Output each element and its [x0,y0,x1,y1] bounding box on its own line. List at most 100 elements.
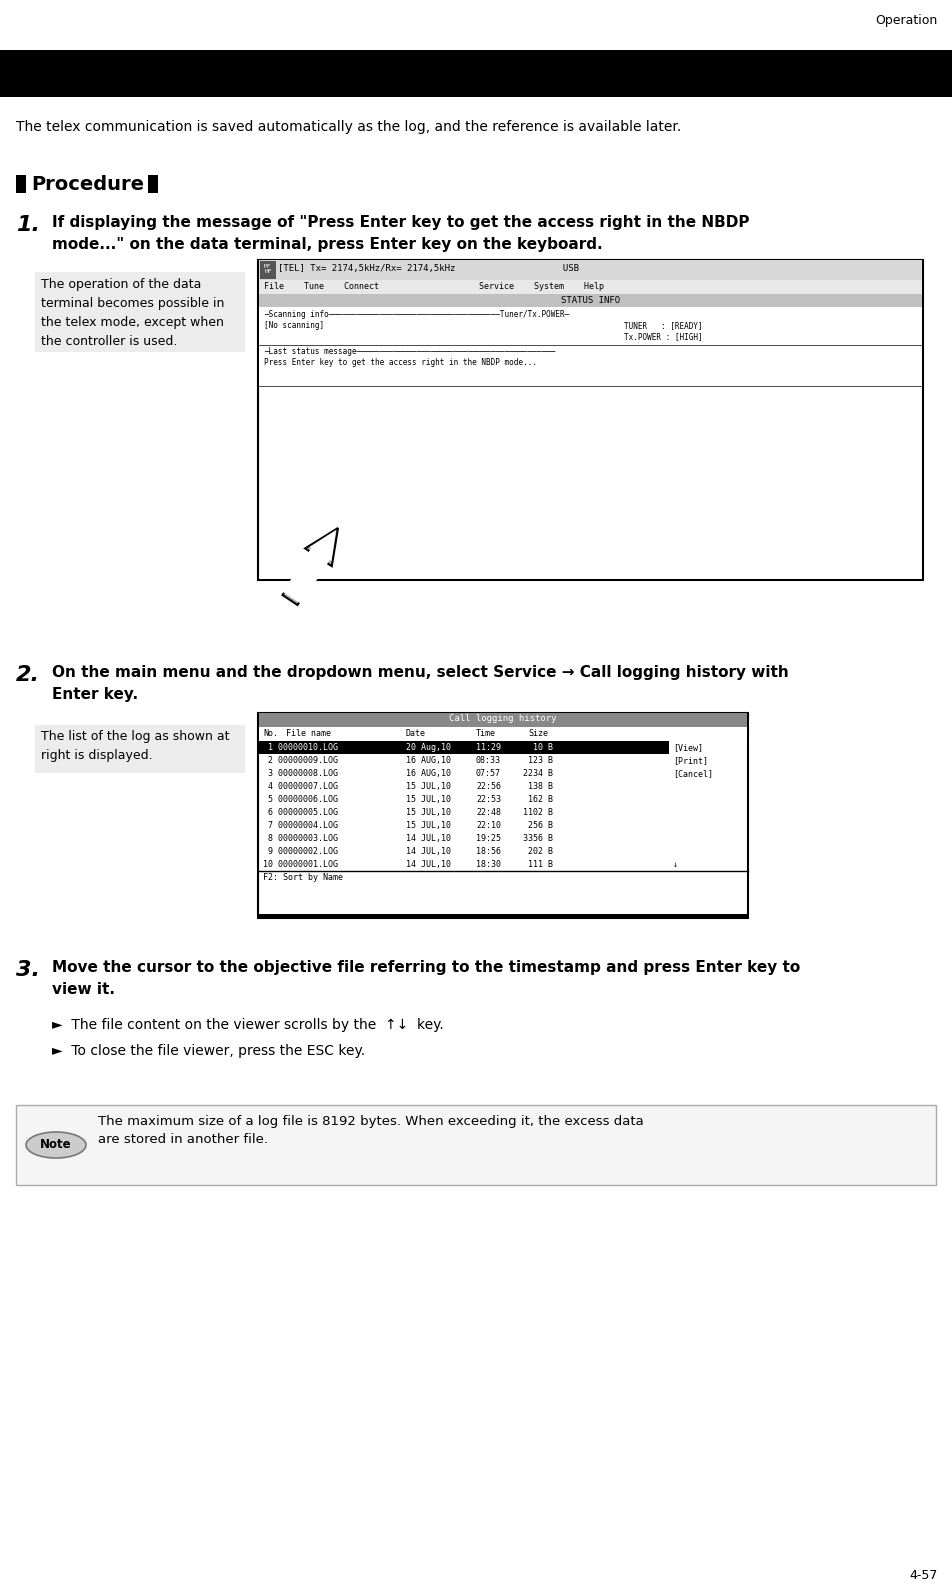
Text: 4-57: 4-57 [909,1569,938,1582]
Bar [259,742,669,754]
Bar [259,713,747,727]
Text: 20 Aug,10: 20 Aug,10 [406,743,451,751]
Text: 22:48: 22:48 [476,809,501,817]
Text: The operation of the data
terminal becomes possible in
the telex mode, except wh: The operation of the data terminal becom… [41,278,225,348]
Bar [260,262,276,279]
Text: 3356 B: 3356 B [518,834,553,844]
Text: No.: No. [263,729,278,738]
Text: 22:53: 22:53 [476,794,501,804]
Text: 2.: 2. [16,665,40,684]
Bar [259,281,922,293]
Text: Tx.POWER : [HIGH]: Tx.POWER : [HIGH] [624,332,703,341]
Text: 22:10: 22:10 [476,821,501,829]
Text: TUNER   : [READY]: TUNER : [READY] [624,321,703,330]
Text: ►  The file content on the viewer scrolls by the  ↑↓  key.: ► The file content on the viewer scrolls… [52,1018,444,1032]
Text: 19:25: 19:25 [476,834,501,844]
Bar [0,49,952,97]
Text: ─Scanning info─────────────────────────────────────Tuner/Tx.POWER─: ─Scanning info──────────────────────────… [264,309,569,319]
Bar [35,273,245,352]
Text: File name: File name [286,729,331,738]
Text: 10 00000001.LOG: 10 00000001.LOG [263,860,338,869]
Text: Size: Size [528,729,548,738]
Text: MF
HF: MF HF [265,263,271,274]
Text: 18:56: 18:56 [476,847,501,857]
Polygon shape [283,528,338,605]
Bar [16,175,26,193]
Text: 256 B: 256 B [518,821,553,829]
Text: view it.: view it. [52,983,115,997]
Text: 162 B: 162 B [518,794,553,804]
Text: 10 B: 10 B [518,743,553,751]
Text: 9 00000002.LOG: 9 00000002.LOG [263,847,338,857]
Bar [258,260,923,581]
Text: The list of the log as shown at
right is displayed.: The list of the log as shown at right is… [41,731,229,762]
Text: 16 AUG,10: 16 AUG,10 [406,769,451,778]
Text: 1.: 1. [16,215,40,234]
Text: 15 JUL,10: 15 JUL,10 [406,782,451,791]
Text: 07:57: 07:57 [476,769,501,778]
Text: 7 00000004.LOG: 7 00000004.LOG [263,821,338,829]
Text: 15 JUL,10: 15 JUL,10 [406,821,451,829]
Text: Call logging history: Call logging history [449,715,557,723]
Text: [Cancel]: [Cancel] [673,769,713,778]
Text: 1 00000010.LOG: 1 00000010.LOG [263,743,338,751]
Text: ►  To close the file viewer, press the ESC key.: ► To close the file viewer, press the ES… [52,1045,366,1057]
Text: 22:56: 22:56 [476,782,501,791]
Text: 4.7   Display of telex communication logs: 4.7 Display of telex communication logs [16,105,693,134]
Text: 2234 B: 2234 B [518,769,553,778]
Text: STATUS INFO: STATUS INFO [561,297,620,305]
Text: Time: Time [476,729,496,738]
Text: ─Last status message───────────────────────────────────────────: ─Last status message────────────────────… [264,348,555,356]
Text: 3 00000008.LOG: 3 00000008.LOG [263,769,338,778]
Text: 15 JUL,10: 15 JUL,10 [406,809,451,817]
Text: 16 AUG,10: 16 AUG,10 [406,756,451,766]
Text: Procedure: Procedure [31,174,144,193]
Text: Note: Note [40,1139,71,1152]
Text: F2: Sort by Name: F2: Sort by Name [263,872,343,882]
Text: 2 00000009.LOG: 2 00000009.LOG [263,756,338,766]
Text: Date: Date [406,729,426,738]
Bar [259,306,922,388]
Text: 14 JUL,10: 14 JUL,10 [406,847,451,857]
Polygon shape [283,530,336,605]
Text: [TEL] Tx= 2174,5kHz/Rx= 2174,5kHz                    USB: [TEL] Tx= 2174,5kHz/Rx= 2174,5kHz USB [278,265,579,273]
Text: [View]: [View] [673,743,703,751]
Text: 111 B: 111 B [518,860,553,869]
Text: [Print]: [Print] [673,756,708,766]
Text: File    Tune    Connect                    Service    System    Help: File Tune Connect Service System Help [264,282,604,290]
Text: 1102 B: 1102 B [518,809,553,817]
Bar [16,1105,936,1185]
Text: 6 00000005.LOG: 6 00000005.LOG [263,809,338,817]
Text: Press Enter key to get the access right in the NBDP mode...: Press Enter key to get the access right … [264,357,537,367]
Text: If displaying the message of "Press Enter key to get the access right in the NBD: If displaying the message of "Press Ente… [52,215,749,230]
Text: 4 00000007.LOG: 4 00000007.LOG [263,782,338,791]
Text: Operation: Operation [876,14,938,27]
Ellipse shape [26,1132,86,1158]
Text: 11:29: 11:29 [476,743,501,751]
Text: 18:30: 18:30 [476,860,501,869]
Bar [148,175,158,193]
Bar [259,260,922,281]
Text: 15 JUL,10: 15 JUL,10 [406,794,451,804]
Text: [No scanning]: [No scanning] [264,321,324,330]
Bar [259,293,922,306]
Text: 8 00000003.LOG: 8 00000003.LOG [263,834,338,844]
Text: ↓: ↓ [673,860,678,869]
Text: 08:33: 08:33 [476,756,501,766]
Bar [35,726,245,774]
Text: 14 JUL,10: 14 JUL,10 [406,860,451,869]
Bar [259,727,747,742]
Text: 123 B: 123 B [518,756,553,766]
Text: Move the cursor to the objective file referring to the timestamp and press Enter: Move the cursor to the objective file re… [52,960,801,975]
Bar [258,713,748,919]
Text: The maximum size of a log file is 8192 bytes. When exceeding it, the excess data: The maximum size of a log file is 8192 b… [98,1115,644,1145]
Text: 138 B: 138 B [518,782,553,791]
Text: 3.: 3. [16,960,40,979]
Text: 5 00000006.LOG: 5 00000006.LOG [263,794,338,804]
Text: 202 B: 202 B [518,847,553,857]
Text: On the main menu and the dropdown menu, select Service → Call logging history wi: On the main menu and the dropdown menu, … [52,665,789,679]
Bar [258,914,748,919]
Text: 14 JUL,10: 14 JUL,10 [406,834,451,844]
Text: Enter key.: Enter key. [52,687,138,702]
Text: mode..." on the data terminal, press Enter key on the keyboard.: mode..." on the data terminal, press Ent… [52,238,603,252]
